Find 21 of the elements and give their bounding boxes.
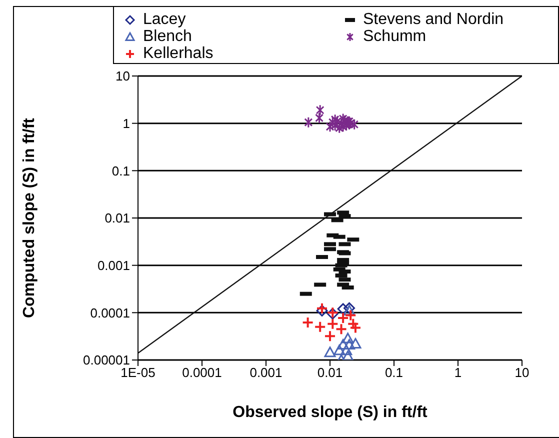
legend-label: Lacey — [143, 10, 186, 28]
x-tick-label: 1E-05 — [120, 365, 156, 380]
legend-label: Blench — [143, 28, 192, 44]
legend-label: Schumm — [363, 28, 426, 44]
y-tick-label: 1 — [122, 116, 130, 131]
x-tick-label: 10 — [514, 365, 530, 380]
legend-label: Kellerhals — [143, 44, 214, 62]
legend-label: Stevens and Nordin — [363, 10, 504, 28]
x-tick-label: 0.001 — [250, 365, 282, 380]
x-tick-label: 1 — [454, 365, 462, 380]
y-tick-label: 10 — [116, 68, 130, 84]
y-tick-label: 0.01 — [104, 210, 130, 226]
x-axis-title: Observed slope (S) in ft/ft — [232, 404, 428, 422]
y-axis-title: Computed slope (S) in ft/ft — [21, 118, 39, 318]
x-tick-label: 0.0001 — [182, 365, 222, 380]
y-tick-label: 0.0001 — [90, 305, 130, 320]
y-tick-label: 0.1 — [112, 163, 130, 178]
x-tick-label: 0.1 — [384, 365, 404, 380]
y-tick-label: 0.00001 — [83, 352, 130, 368]
y-tick-label: 0.001 — [97, 258, 130, 273]
x-tick-label: 0.01 — [317, 365, 343, 380]
